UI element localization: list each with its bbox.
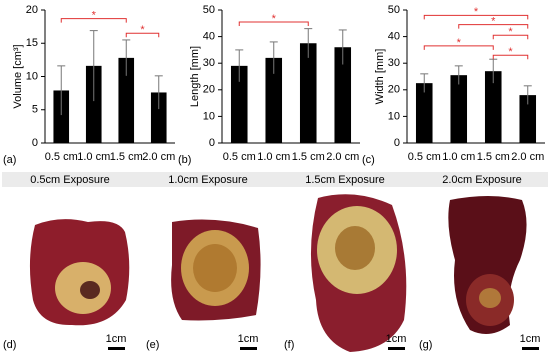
scale-bar: [108, 347, 125, 350]
scale-label: 1cm: [520, 333, 541, 345]
significance-bracket: [125, 32, 160, 38]
significance-label: *: [508, 46, 513, 58]
significance-bracket: [423, 14, 529, 20]
significance-bracket: [492, 34, 529, 40]
x-tick-label: 1.5 cm: [477, 151, 510, 163]
y-tick-label: 10: [26, 70, 38, 82]
y-tick-label: 30: [388, 57, 400, 69]
lesion-core: [335, 226, 375, 270]
significance-label: *: [92, 10, 97, 22]
lesion-core: [80, 281, 100, 299]
y-tick-label: 5: [32, 104, 38, 116]
bar: [265, 57, 283, 143]
significance-bracket: [60, 18, 127, 23]
x-tick-label: 1.5 cm: [110, 151, 143, 163]
y-axis-label: Width [mm]: [374, 49, 386, 105]
x-tick-label: 0.5 cm: [408, 151, 441, 163]
bar: [334, 47, 352, 143]
lesion-core: [193, 244, 237, 292]
scale-label: 1cm: [106, 333, 127, 345]
bar: [53, 90, 70, 143]
significance-bracket: [238, 21, 309, 26]
bar: [150, 92, 167, 143]
y-tick-label: 40: [388, 31, 400, 43]
y-tick-label: 50: [203, 4, 215, 16]
x-tick-label: 2.0 cm: [326, 151, 359, 163]
x-tick-label: 1.0 cm: [257, 151, 290, 163]
scale-label: 1cm: [238, 333, 259, 345]
x-tick-label: 0.5 cm: [223, 151, 256, 163]
panel-label: (b): [178, 154, 191, 166]
significance-label: *: [474, 6, 479, 18]
y-tick-label: 20: [26, 4, 38, 16]
scale-label: 1cm: [386, 333, 407, 345]
x-tick-label: 0.5 cm: [45, 151, 78, 163]
panel-label: (f): [284, 339, 294, 351]
y-axis-label: Length [mm]: [189, 46, 201, 107]
panel-label: (d): [3, 339, 16, 351]
y-tick-label: 15: [26, 37, 38, 49]
bar: [230, 65, 248, 143]
y-tick-label: 20: [388, 84, 400, 96]
x-tick-label: 1.0 cm: [442, 151, 475, 163]
y-tick-label: 40: [203, 31, 215, 43]
panel-label: (a): [3, 154, 16, 166]
significance-label: *: [140, 24, 145, 36]
bar: [484, 71, 502, 143]
y-tick-label: 0: [394, 137, 400, 149]
x-tick-label: 2.0 cm: [511, 151, 544, 163]
significance-bracket: [458, 24, 529, 29]
y-tick-label: 0: [32, 137, 38, 149]
y-tick-label: 10: [388, 110, 400, 122]
photo-title: 1.0cm Exposure: [168, 174, 247, 186]
significance-bracket: [492, 54, 529, 60]
photo-title: 2.0cm Exposure: [442, 174, 521, 186]
y-tick-label: 0: [209, 137, 215, 149]
y-tick-label: 20: [203, 84, 215, 96]
x-tick-label: 2.0 cm: [142, 151, 175, 163]
bar: [85, 65, 102, 143]
panel-label: (e): [146, 339, 159, 351]
bar: [519, 95, 537, 143]
panel-label: (g): [419, 339, 432, 351]
bar: [415, 83, 433, 143]
significance-bracket: [423, 45, 494, 50]
significance-label: *: [272, 13, 277, 25]
significance-label: *: [457, 37, 462, 49]
scale-bar: [240, 347, 257, 350]
y-tick-label: 10: [203, 110, 215, 122]
photo-title: 1.5cm Exposure: [305, 174, 384, 186]
significance-label: *: [508, 26, 513, 38]
bar: [299, 43, 317, 143]
panel-label: (c): [362, 154, 375, 166]
header-strip: [2, 172, 548, 187]
x-tick-label: 1.5 cm: [292, 151, 325, 163]
photo-title: 0.5cm Exposure: [30, 174, 109, 186]
bar: [118, 57, 135, 143]
lesion-core: [479, 288, 501, 308]
bar: [450, 75, 468, 143]
y-axis-label: Volume [cm³]: [12, 44, 24, 108]
scale-bar: [388, 347, 405, 350]
y-tick-label: 30: [203, 57, 215, 69]
scale-bar: [522, 347, 539, 350]
x-tick-label: 1.0 cm: [77, 151, 110, 163]
significance-label: *: [491, 16, 496, 28]
y-tick-label: 50: [388, 4, 400, 16]
